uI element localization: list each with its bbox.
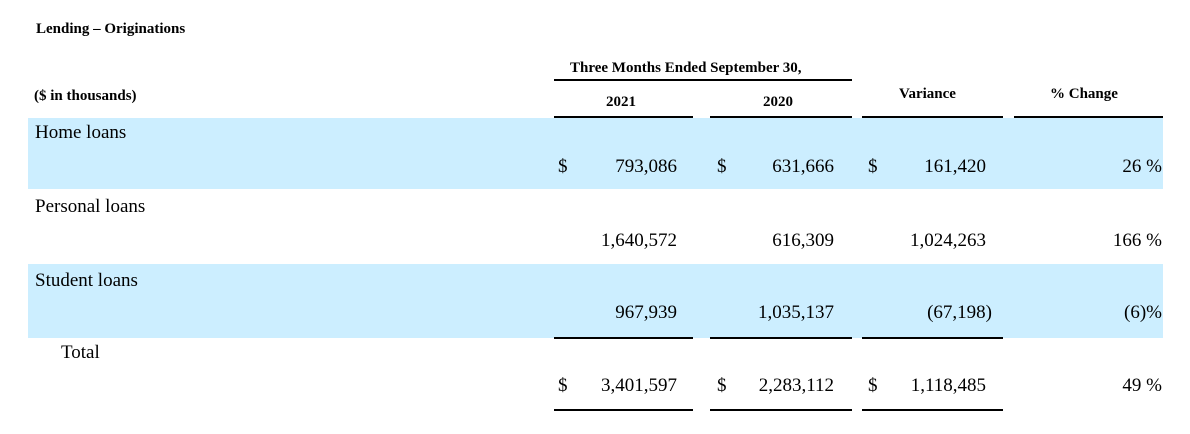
units-label: ($ in thousands) <box>34 88 137 104</box>
value-variance: (67,198) <box>927 302 992 323</box>
col-header-2021: 2021 <box>606 94 636 110</box>
total-variance: 1,118,485 <box>910 375 986 396</box>
dollar-sign: $ <box>558 156 568 177</box>
subtotal-rule-variance <box>862 337 1003 339</box>
period-header: Three Months Ended September 30, <box>570 60 802 76</box>
header-rule-variance <box>862 116 1003 118</box>
value-pct-change: 166 % <box>1112 230 1162 251</box>
value-variance: 1,024,263 <box>910 230 986 251</box>
col-header-2020: 2020 <box>763 94 793 110</box>
dollar-sign: $ <box>717 156 727 177</box>
subtotal-rule-2021 <box>554 337 693 339</box>
value-2021: 1,640,572 <box>601 230 677 251</box>
value-pct-change: (6)% <box>1124 302 1162 323</box>
dollar-sign: $ <box>868 375 878 396</box>
value-2020: 631,666 <box>772 156 834 177</box>
col-header-pct-change: % Change <box>1050 86 1118 102</box>
dollar-sign: $ <box>717 375 727 396</box>
total-2021: 3,401,597 <box>601 375 677 396</box>
value-2020: 616,309 <box>772 230 834 251</box>
total-label: Total <box>61 342 100 363</box>
total-pct-change: 49 % <box>1122 375 1162 396</box>
dollar-sign: $ <box>558 375 568 396</box>
period-header-rule <box>554 79 852 81</box>
col-header-variance: Variance <box>899 86 956 102</box>
row-label: Student loans <box>35 270 138 291</box>
dollar-sign: $ <box>868 156 878 177</box>
total-rule-variance <box>862 409 1003 411</box>
value-2020: 1,035,137 <box>758 302 834 323</box>
section-title: Lending – Originations <box>36 21 186 37</box>
row-band-home-loans <box>28 118 1163 189</box>
value-2021: 967,939 <box>615 302 677 323</box>
total-rule-2021 <box>554 409 693 411</box>
value-2021: 793,086 <box>615 156 677 177</box>
header-rule-pct <box>1014 116 1163 118</box>
total-2020: 2,283,112 <box>758 375 834 396</box>
subtotal-rule-2020 <box>710 337 852 339</box>
row-label: Personal loans <box>35 196 146 217</box>
value-variance: 161,420 <box>924 156 986 177</box>
row-label: Home loans <box>35 122 127 143</box>
header-rule-2021 <box>554 116 693 118</box>
header-rule-2020 <box>710 116 852 118</box>
total-rule-2020 <box>710 409 852 411</box>
row-band-student-loans <box>28 264 1163 338</box>
value-pct-change: 26 % <box>1122 156 1162 177</box>
